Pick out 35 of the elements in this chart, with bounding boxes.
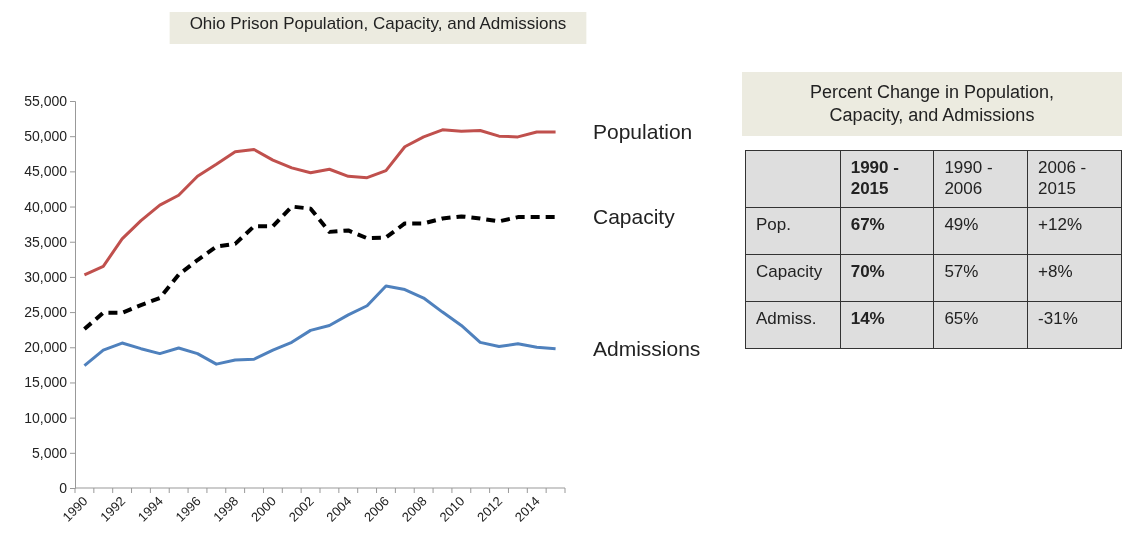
y-tick-label: 5,000: [31, 444, 68, 461]
text: +8%: [1027, 254, 1122, 302]
y-tick-label: 35,000: [24, 233, 68, 250]
y-tick-label: 15,000: [24, 374, 68, 391]
text: -31%: [1027, 301, 1122, 349]
y-tick-label: 45,000: [24, 163, 68, 180]
text: Pop.: [745, 207, 841, 255]
series-label: Population: [593, 119, 693, 143]
line-series: [82, 204, 558, 331]
y-tick-label: 55,000: [24, 92, 68, 109]
text: 70%: [840, 254, 934, 302]
series-label: Capacity: [593, 205, 676, 229]
y-tick-label: 40,000: [24, 198, 68, 215]
text: Admiss.: [745, 301, 841, 349]
text: 1990 - 2006: [933, 150, 1028, 208]
y-tick-label: 0: [59, 479, 68, 496]
y-tick-label: 50,000: [24, 128, 68, 145]
text: 49%: [933, 207, 1028, 255]
chart-title: Ohio Prison Population, Capacity, and Admissions: [189, 14, 567, 33]
text: Percent Change in Population, Capacity, and Admissions: [742, 72, 1122, 136]
y-tick-label: 25,000: [24, 304, 68, 321]
text: +12%: [1027, 207, 1122, 255]
y-tick-label: 10,000: [24, 409, 68, 426]
y-tick-label: 20,000: [24, 339, 68, 356]
line-series: [82, 284, 558, 368]
text: 57%: [933, 254, 1028, 302]
text: 1990 - 2015: [840, 150, 934, 208]
text: 2006 - 2015: [1027, 150, 1122, 208]
series-label: Admissions: [593, 336, 701, 360]
text: Capacity: [745, 254, 841, 302]
y-tick-label: 30,000: [24, 268, 68, 285]
text: 65%: [933, 301, 1028, 349]
text: 67%: [840, 207, 934, 255]
line-series: [82, 128, 558, 277]
text: 14%: [840, 301, 934, 349]
